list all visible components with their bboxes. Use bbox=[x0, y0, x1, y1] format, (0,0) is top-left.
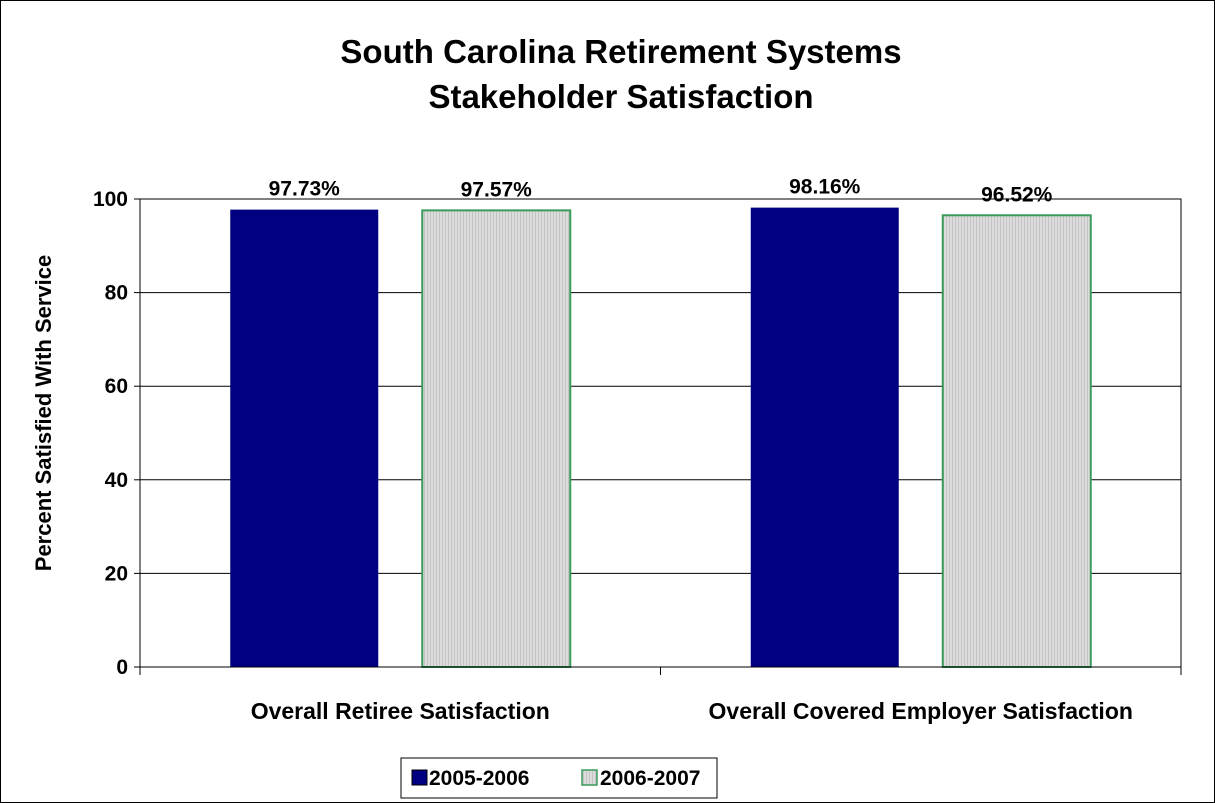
chart-title-line-2: Stakeholder Satisfaction bbox=[428, 78, 813, 115]
bars bbox=[230, 207, 1092, 668]
y-tick-label: 0 bbox=[116, 656, 128, 679]
bar-2006-2007-2 bbox=[941, 214, 1092, 668]
category-label: Overall Covered Employer Satisfaction bbox=[709, 698, 1133, 724]
legend: 2005-2006 2006-2007 bbox=[400, 757, 718, 799]
y-tick-label: 80 bbox=[105, 282, 128, 305]
y-tick-label: 60 bbox=[105, 375, 128, 398]
legend-label-2005-2006: 2005-2006 bbox=[429, 767, 529, 790]
data-label: 96.52% bbox=[981, 183, 1053, 206]
category-label: Overall Retiree Satisfaction bbox=[251, 698, 550, 724]
legend-label-2006-2007: 2006-2007 bbox=[600, 767, 700, 790]
y-tick-label: 100 bbox=[93, 188, 128, 211]
bar-2005-2006-1 bbox=[230, 209, 379, 667]
y-tick-label: 20 bbox=[105, 562, 128, 585]
legend-box bbox=[400, 757, 718, 799]
x-axis: Overall Retiree Satisfaction Overall Cove… bbox=[139, 667, 1182, 724]
bar-2005-2006-2 bbox=[750, 207, 899, 667]
data-labels: 97.73% 97.57% 98.16% 96.52% bbox=[269, 176, 1053, 207]
y-axis-title: Percent Satisfied With Service bbox=[31, 255, 56, 571]
data-label: 97.73% bbox=[269, 178, 341, 201]
bar-2006-2007-1 bbox=[421, 209, 572, 668]
y-tick-label: 40 bbox=[105, 469, 128, 492]
data-label: 97.57% bbox=[461, 178, 533, 201]
legend-swatch-2006-2007 bbox=[581, 769, 598, 786]
chart-title-line-1: South Carolina Retirement Systems bbox=[340, 33, 901, 70]
legend-swatch-2005-2006 bbox=[411, 769, 428, 786]
data-label: 98.16% bbox=[789, 176, 861, 199]
y-axis: 0 20 40 60 80 100 bbox=[93, 188, 140, 679]
